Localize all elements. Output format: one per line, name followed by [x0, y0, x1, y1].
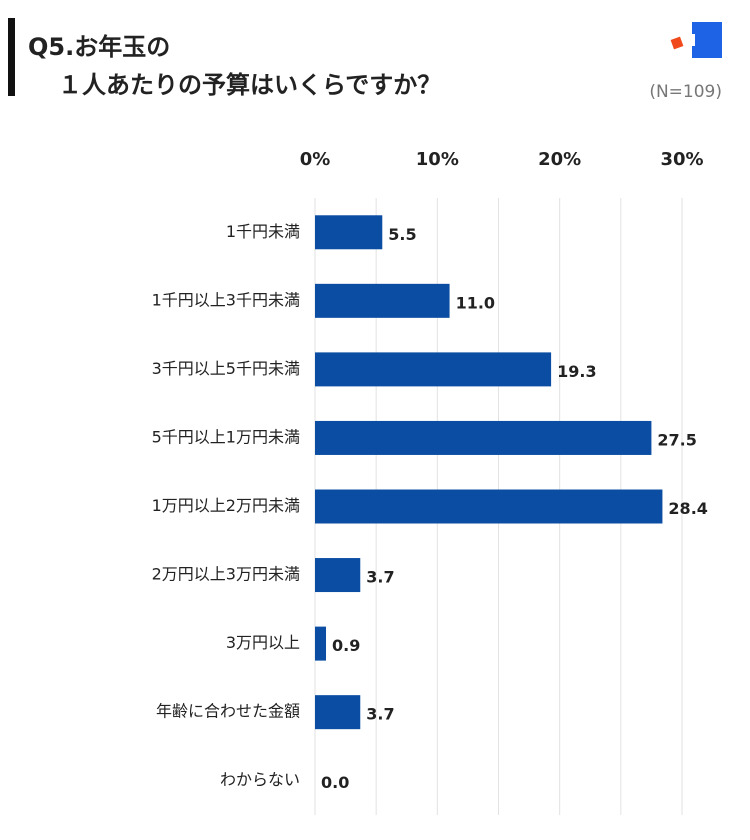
value-label: 28.4: [668, 499, 707, 518]
category-label: わからない: [220, 770, 300, 789]
bar: [315, 626, 327, 661]
value-label: 27.5: [657, 430, 696, 449]
category-label: 年齢に合わせた金額: [156, 702, 300, 721]
x-tick-label: 30%: [660, 149, 703, 170]
category-label: 1千円以上3千円未満: [152, 290, 300, 309]
value-label: 3.7: [366, 705, 394, 724]
x-tick-label: 0%: [300, 149, 331, 170]
value-label: 19.3: [557, 362, 596, 381]
bar: [315, 215, 383, 250]
category-label: 3千円以上5千円未満: [152, 359, 300, 378]
bar: [315, 352, 552, 387]
value-label: 0.9: [332, 636, 360, 655]
bar: [315, 420, 652, 455]
bar: [315, 283, 450, 318]
category-label: 1万円以上2万円未満: [152, 496, 300, 515]
x-tick-label: 20%: [538, 149, 581, 170]
value-label: 3.7: [366, 568, 394, 587]
title-bar: [8, 18, 15, 96]
category-label: 5千円以上1万円未満: [152, 427, 300, 446]
value-label: 0.0: [321, 773, 349, 792]
subtitle: (N=109): [649, 82, 722, 102]
chart-title: １人あたりの予算はいくらですか？: [58, 71, 441, 99]
value-label: 5.5: [388, 225, 416, 244]
chart-title: Q5.お年玉の: [28, 33, 170, 61]
logo: [670, 22, 722, 58]
category-label: 3万円以上: [226, 633, 300, 652]
category-label: 1千円未満: [226, 222, 300, 241]
value-label: 11.0: [456, 293, 495, 312]
category-label: 2万円以上3万円未満: [152, 565, 300, 584]
x-tick-label: 10%: [416, 149, 459, 170]
bar: [315, 558, 361, 593]
bar: [315, 695, 361, 730]
bar: [315, 489, 663, 524]
